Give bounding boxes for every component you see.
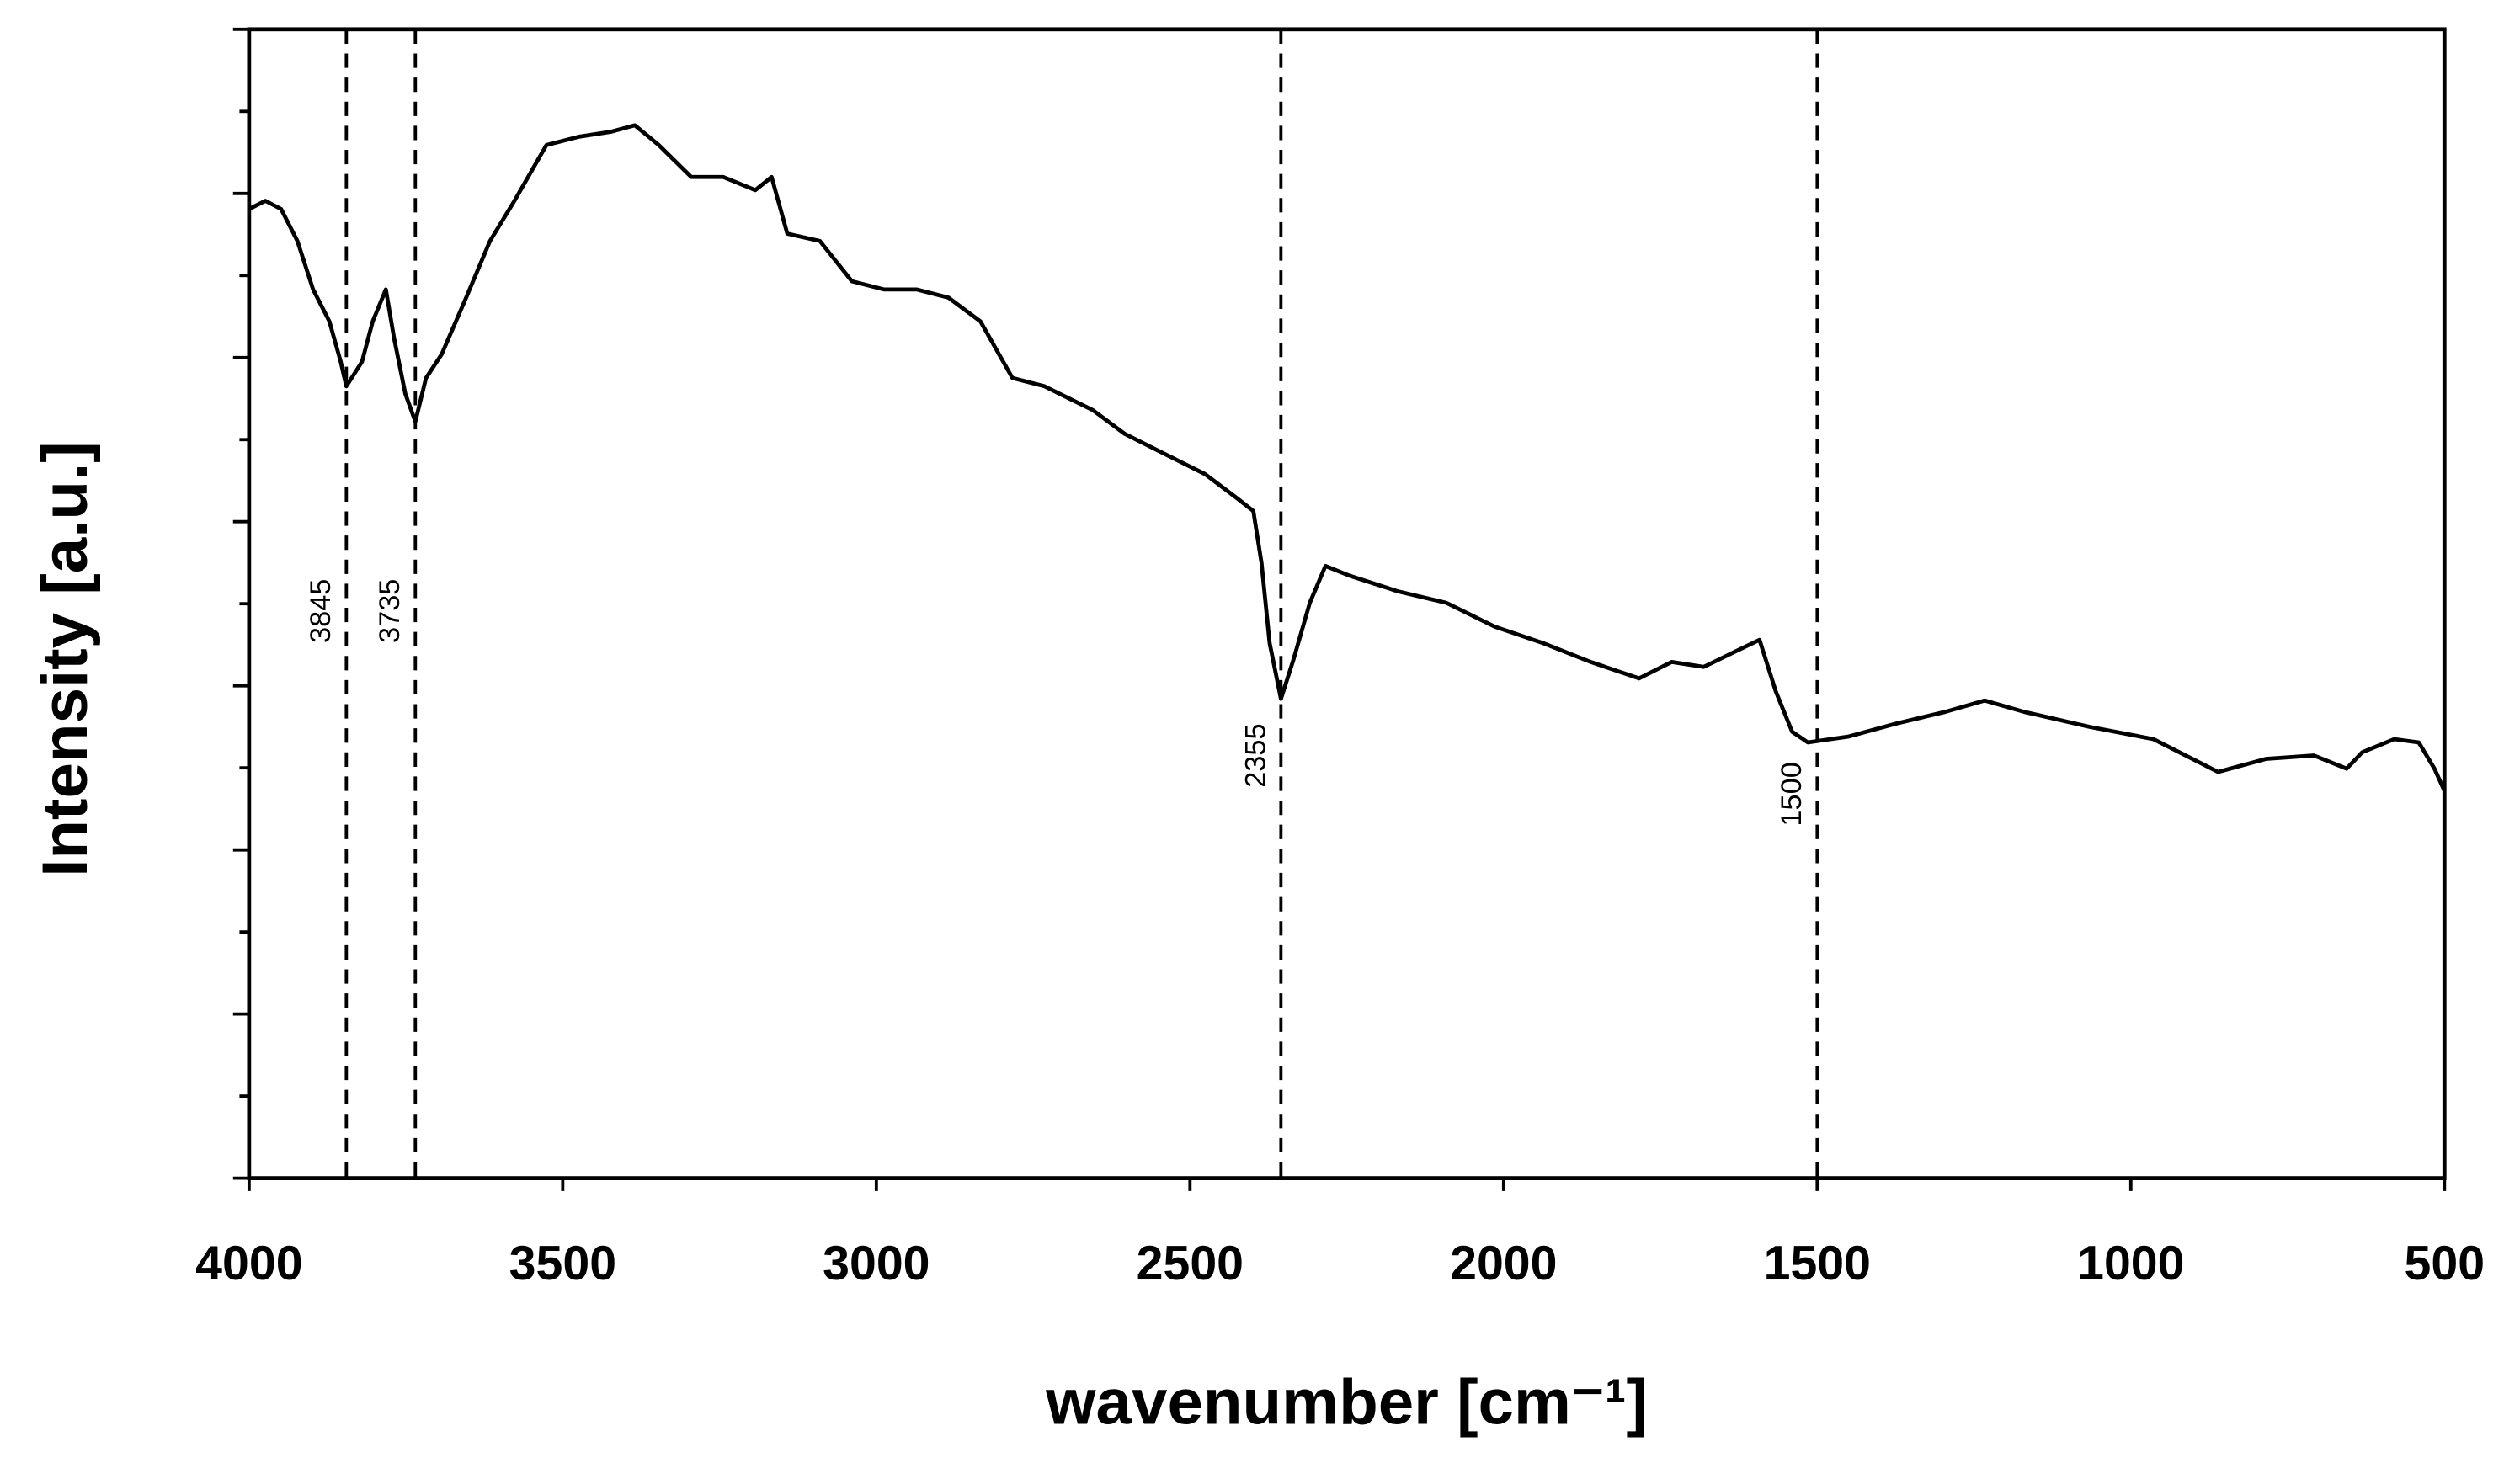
- marker-label: 1500: [1776, 762, 1808, 826]
- y-axis-label: Intensity [a.u.]: [29, 441, 101, 876]
- spectrum-line: [248, 123, 2447, 792]
- marker-label: 2355: [1239, 723, 1271, 787]
- x-tick-label: 1500: [1764, 1237, 1871, 1290]
- x-tick-label: 2500: [1137, 1237, 1244, 1290]
- marker-label: 3845: [305, 579, 337, 643]
- plot-frame: [247, 27, 2447, 1180]
- x-tick-label: 3500: [509, 1237, 616, 1290]
- x-tick-label: 4000: [195, 1237, 302, 1290]
- x-axis-label: wavenumber [cm⁻¹]: [1045, 1367, 1648, 1439]
- x-tick-label: 2000: [1450, 1237, 1557, 1290]
- x-tick-label: 1000: [2077, 1237, 2184, 1290]
- x-tick-label: 3000: [823, 1237, 930, 1290]
- marker-label: 3735: [374, 579, 406, 643]
- x-tick-label: 500: [2405, 1237, 2485, 1290]
